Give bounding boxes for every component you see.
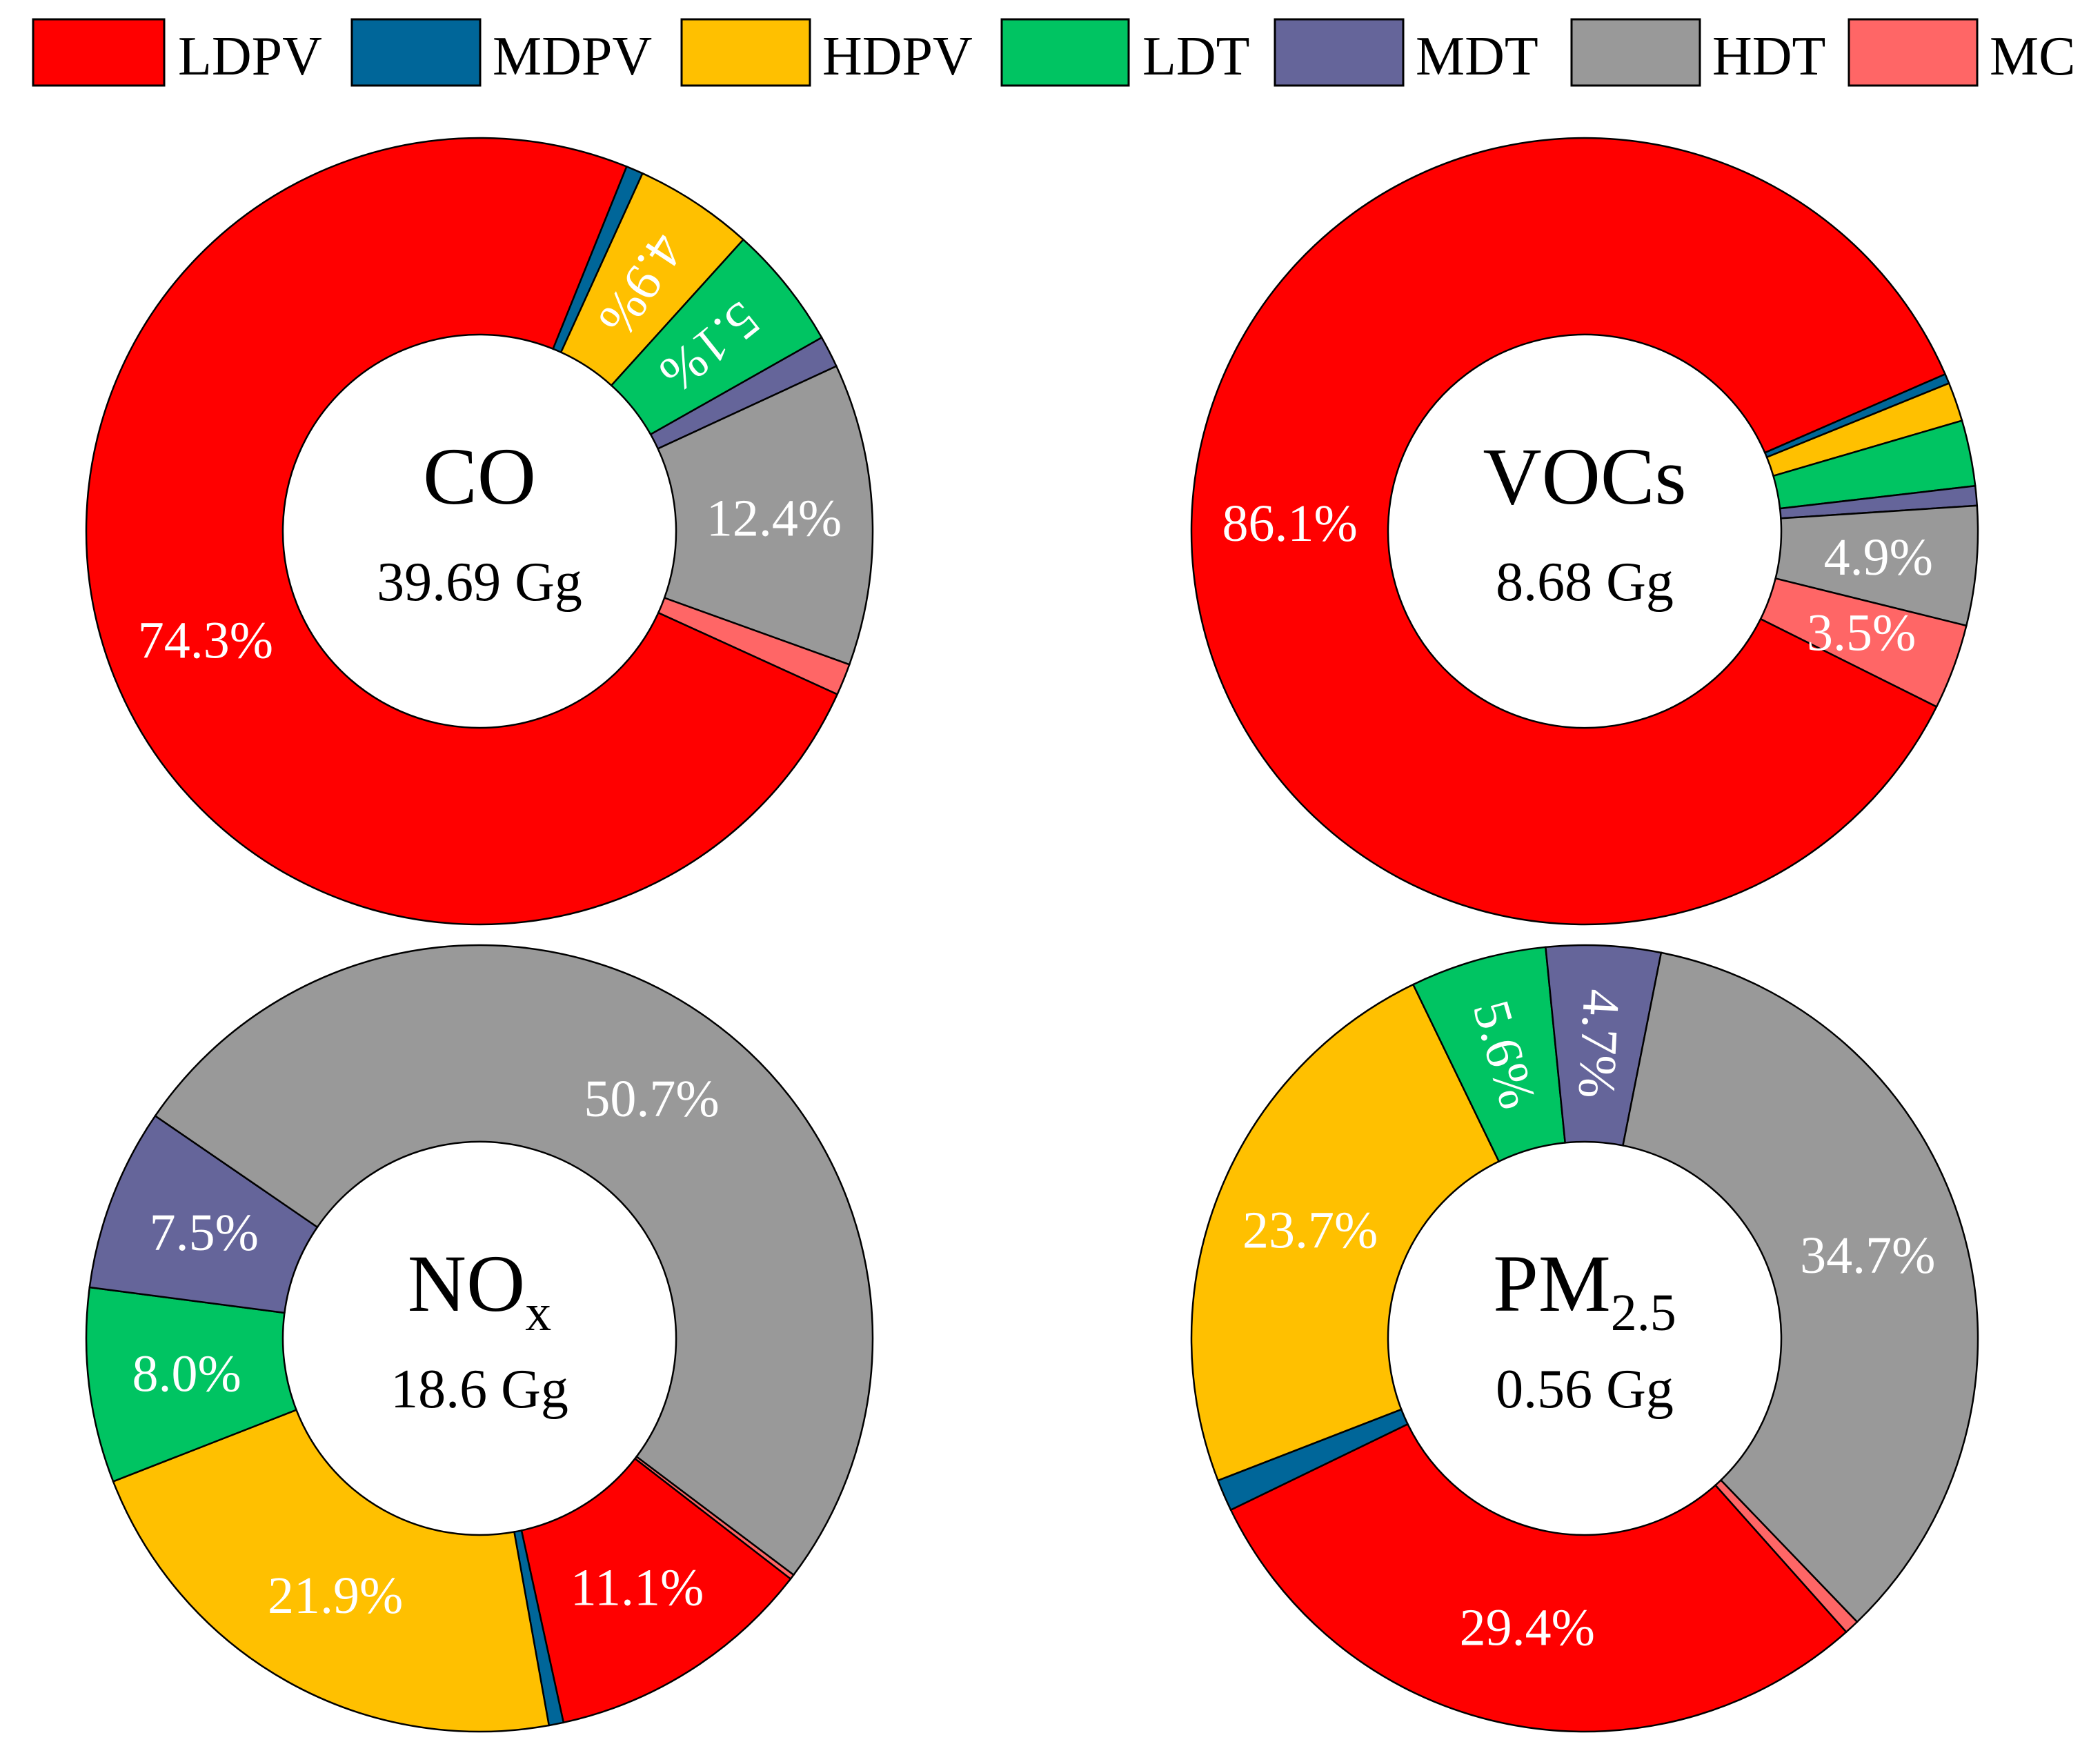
slice-pm2-5-ldpv — [1229, 1423, 1848, 1733]
legend-entry-hdpv: HDPV — [680, 18, 973, 87]
legend-label-ldpv: LDPV — [178, 26, 322, 87]
slice-co-hdt — [657, 365, 874, 666]
center-total-co: 39.69 Gg — [377, 552, 582, 613]
slice-nox-hdt — [154, 944, 874, 1576]
legend-label-mdpv: MDPV — [493, 26, 652, 87]
legend-swatch-mdt — [1274, 18, 1405, 87]
donut-chart-vocs: 86.1% 4.9% 3.5% VOCs 8.68 Gg — [1190, 137, 1979, 926]
legend-label-ldt: LDT — [1142, 26, 1250, 87]
slice-pm2-5-hdpv — [1190, 983, 1500, 1482]
slice-label-pm2-5-mdt: 4.7% — [1567, 988, 1631, 1100]
legend-swatch-mdpv — [350, 18, 482, 87]
legend-entry-hdt: HDT — [1570, 18, 1825, 87]
slice-label-nox-hdt: 50.7% — [584, 1070, 719, 1128]
center-total-pm2-5: 0.56 Gg — [1496, 1359, 1674, 1420]
legend-label-mdt: MDT — [1416, 26, 1538, 87]
legend-entry-mdt: MDT — [1274, 18, 1538, 87]
slice-label-pm2-5-hdt: 34.7% — [1800, 1227, 1935, 1285]
legend-entry-mdpv: MDPV — [350, 18, 652, 87]
center-title-pm2-5: PM2.5 — [1493, 1238, 1676, 1342]
legend-label-mc: MC — [1990, 26, 2076, 87]
legend-entry-ldt: LDT — [1000, 18, 1250, 87]
legend-label-hdt: HDT — [1712, 26, 1825, 87]
legend-swatch-hdpv — [680, 18, 811, 87]
legend: LDPV MDPV HDPV LDT MDT HDT MC — [32, 18, 2076, 87]
center-title-vocs: VOCs — [1483, 431, 1686, 522]
slice-label-nox-mdt: 7.5% — [150, 1204, 259, 1262]
center-total-nox: 18.6 Gg — [390, 1359, 568, 1420]
slice-nox-ldpv — [520, 1457, 792, 1724]
donut-chart-pm25: 29.4%23.7%5.6% 4.7%34.7%PM2.50.56 Gg — [1190, 944, 1979, 1733]
legend-label-hdpv: HDPV — [822, 26, 973, 87]
slice-label-nox-ldpv: 11.1% — [571, 1558, 704, 1616]
slice-co-ldpv — [85, 137, 839, 926]
slice-pm2-5-hdt — [1621, 951, 1979, 1623]
legend-swatch-hdt — [1570, 18, 1701, 87]
center-title-nox: NOx — [408, 1238, 551, 1342]
slice-pm2-5-mc — [1714, 1478, 1859, 1634]
legend-swatch-mc — [1848, 18, 1979, 87]
center-total-vocs: 8.68 Gg — [1496, 552, 1674, 613]
center-title-co: CO — [423, 431, 536, 522]
slice-nox-hdpv — [112, 1409, 551, 1733]
slice-label-co-hdt: 12.4% — [706, 489, 842, 547]
slice-label-pm2-5-hdpv: 23.7% — [1242, 1201, 1378, 1259]
slice-label-vocs-hdt: 4.9% — [1824, 528, 1933, 586]
slice-co-mc — [657, 597, 851, 696]
legend-swatch-ldt — [1000, 18, 1130, 87]
legend-swatch-ldpv — [32, 18, 166, 87]
slice-vocs-mc — [1759, 577, 1968, 709]
slice-label-pm2-5-ldpv: 29.4% — [1460, 1598, 1595, 1656]
slice-vocs-ldpv — [1190, 137, 1947, 926]
slice-label-nox-hdpv: 21.9% — [268, 1567, 403, 1625]
legend-entry-ldpv: LDPV — [32, 18, 322, 87]
slice-label-vocs-mc: 3.5% — [1807, 604, 1916, 662]
donut-chart-nox: 11.1% 21.9% 8.0% 7.5% 50.7% NOx 18.6 Gg — [85, 944, 874, 1733]
slice-label-vocs-ldpv: 86.1% — [1222, 495, 1357, 553]
slice-label-co-ldpv: 74.3% — [138, 611, 273, 669]
legend-entry-mc: MC — [1848, 18, 2076, 87]
slice-label-nox-ldt: 8.0% — [132, 1345, 241, 1403]
slice-nox-mc — [633, 1455, 795, 1581]
